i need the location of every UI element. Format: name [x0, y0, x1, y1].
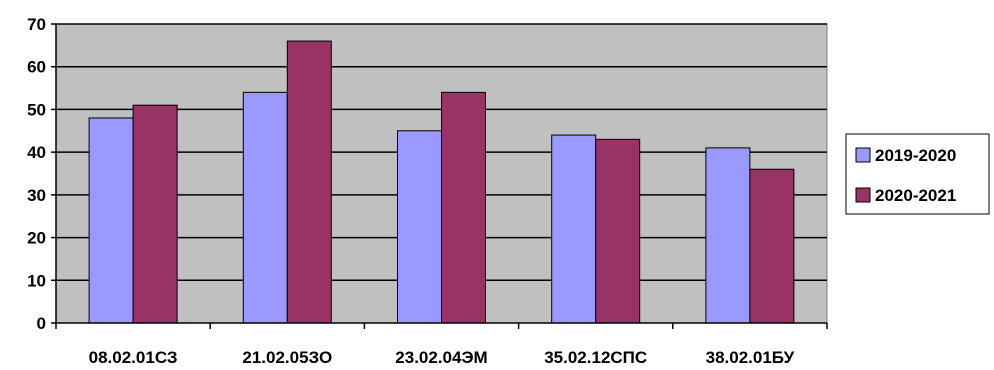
y-tick-label: 60: [27, 58, 46, 77]
legend-label: 2020-2021: [875, 186, 956, 205]
x-category-label: 35.02.12СПС: [544, 348, 647, 367]
bar-2019-2020-08.02.01СЗ: [88, 117, 134, 324]
legend-swatch-2019-2020: [855, 147, 871, 163]
axes: [51, 23, 828, 329]
bars: [88, 40, 795, 324]
x-category-label: 08.02.01СЗ: [89, 348, 178, 367]
y-tick-label: 0: [37, 314, 46, 333]
y-tick-label: 70: [27, 15, 46, 34]
y-tick-labels: 0 10 20 30 40 50 60 70: [27, 15, 46, 333]
x-category-label: 23.02.04ЭМ: [395, 348, 487, 367]
bar-2019-2020-21.02.05ЗО: [242, 91, 288, 324]
bar-2019-2020-35.02.12СПС: [551, 134, 597, 324]
y-tick-label: 10: [27, 271, 46, 290]
bar-2020-2021-23.02.04ЭМ: [441, 91, 486, 324]
y-tick-label: 20: [27, 229, 46, 248]
y-tick-label: 30: [27, 186, 46, 205]
bar-2019-2020-23.02.04ЭМ: [397, 130, 442, 324]
x-category-labels: 08.02.01СЗ 21.02.05ЗО 23.02.04ЭМ 35.02.12СП…: [89, 348, 795, 367]
legend-label: 2019-2020: [875, 146, 956, 165]
bar-2019-2020-38.02.01БУ: [705, 147, 751, 324]
bar-2020-2021-38.02.01БУ: [749, 168, 795, 324]
bar-2020-2021-35.02.12СПС: [595, 138, 641, 324]
bar-2020-2021-21.02.05ЗО: [286, 40, 332, 324]
y-tick-label: 40: [27, 143, 46, 162]
y-tick-label: 50: [27, 100, 46, 119]
bar-2020-2021-08.02.01СЗ: [132, 104, 178, 324]
legend-swatch-2020-2021: [855, 187, 871, 203]
x-category-label: 21.02.05ЗО: [242, 348, 332, 367]
legend: 2019-2020 2020-2021: [845, 133, 990, 215]
x-category-label: 38.02.01БУ: [706, 348, 795, 367]
